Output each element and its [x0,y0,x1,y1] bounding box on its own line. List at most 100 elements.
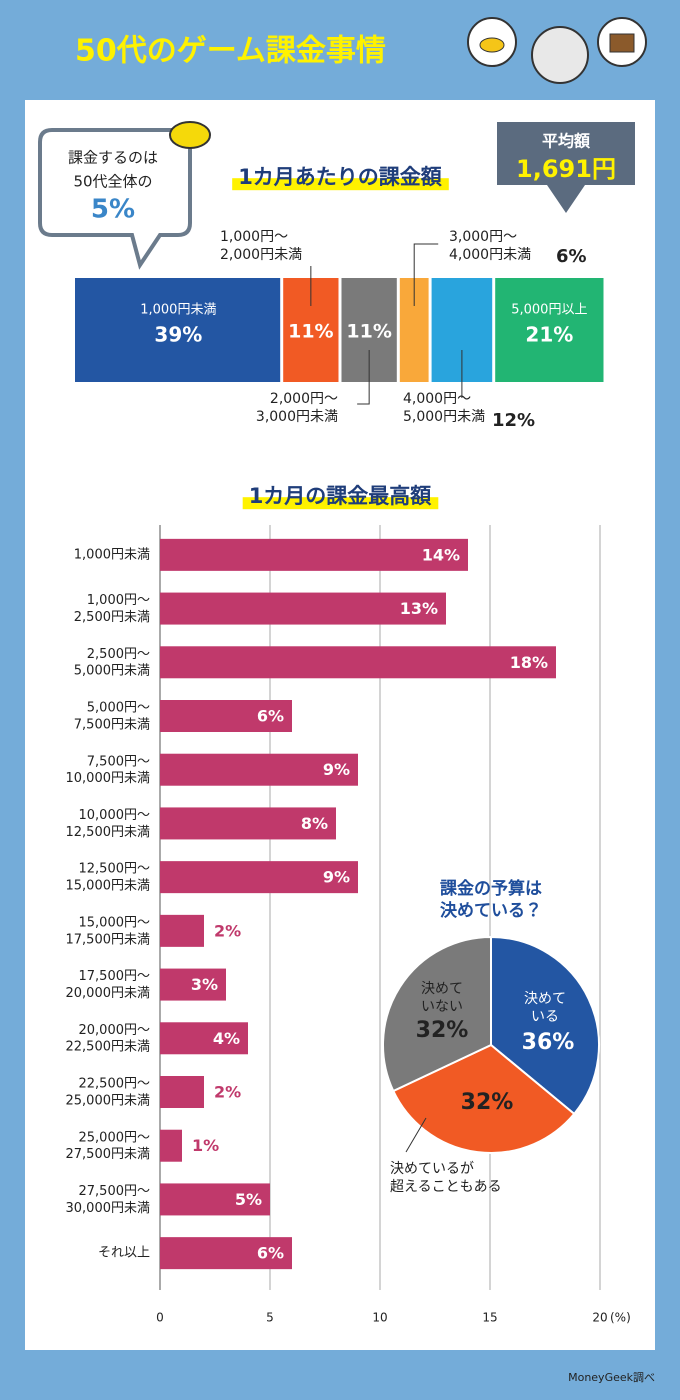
y-tick-label: 20,000円～ 22,500円未満 [66,1022,151,1054]
text-line: 7,500円未満 [74,717,150,732]
x-tick-label: 5 [266,1311,274,1325]
bar [160,1076,204,1108]
bar [160,1237,292,1270]
bar [160,968,226,1001]
segment-value: 12% [492,410,535,431]
title-highlight [232,178,449,191]
segment-value: 11% [346,321,391,343]
value-label: 4% [213,1029,240,1048]
text-line: 5,000円未満 [403,409,485,425]
callout-highlight: 5% [91,195,135,225]
segment-value: 11% [288,321,333,343]
leader-line [413,243,439,306]
y-tick-label: 12,500円～ 15,000円未満 [66,861,151,893]
text-line: 3,000円未満 [256,409,338,425]
slice-name: 決めている [524,991,566,1025]
average-label: 平均額 [542,132,591,151]
y-tick-label: 5,000円～ 7,500円未満 [74,700,150,732]
value-label: 18% [510,653,548,672]
y-tick-label: 25,000円～ 27,500円未満 [66,1130,151,1162]
text-line: 15,000円～ [79,915,151,930]
text-line: いる [531,1009,559,1025]
person-icon [531,26,589,84]
title-highlight [242,497,439,510]
x-tick-label: 15 [482,1311,497,1325]
bar [160,592,446,625]
value-label: 5% [235,1190,262,1209]
average-value: 1,691円 [516,155,616,183]
y-tick-label: 2,500円～ 5,000円未満 [74,646,150,678]
pie-slice [490,935,600,1116]
text-line: 22,500円未満 [66,1039,151,1054]
y-tick-label: 1,000円～ 2,500円未満 [74,593,150,625]
y-tick-label: 17,500円～ 20,000円未満 [66,969,151,1001]
text-line: 1,000円～ [87,593,150,608]
bar [160,1183,270,1216]
text-line: 10,000円未満 [66,771,151,786]
text-line: 1,000円～ [220,229,288,245]
treasure-icon [609,33,635,53]
bar [160,646,556,679]
slice-value: 32% [461,1090,514,1115]
text-line: 4,000円～ [403,391,471,407]
text-line: 課金の予算は [440,878,542,899]
text-line: 3,000円～ [449,229,517,245]
text-line: 4,000円未満 [449,247,531,263]
y-tick-label: 27,500円～ 30,000円未満 [66,1183,151,1215]
text-line: 超えることもある [390,1179,502,1195]
text-line: 5,000円～ [87,700,150,715]
y-tick-label: 15,000円～ 17,500円未満 [66,915,151,947]
y-tick-label: それ以上 [98,1246,150,1261]
value-label: 2% [214,921,241,940]
text-line: 2,500円～ [87,646,150,661]
text-line: 決めて [524,991,566,1007]
text-line: 17,500円未満 [66,932,151,947]
value-label: 6% [257,1244,284,1263]
slice-value: 36% [522,1030,575,1055]
text-line: 5,000円未満 [74,663,150,678]
segment-value: 6% [556,246,587,267]
text-line: 決めているが [390,1161,474,1177]
bar [160,807,336,840]
text-line: 27,500円未満 [66,1147,151,1162]
y-tick-label: 1,000円未満 [74,547,150,562]
segment [75,278,281,382]
slice-value: 32% [416,1018,469,1043]
leader-line [405,1117,427,1153]
slice-name: 決めていない [421,981,463,1015]
pie-slice [391,1043,576,1154]
chart-title: 1カ月あたりの課金額 [238,165,443,189]
value-label: 9% [323,868,350,887]
segment-name: 1,000円未満 [140,303,216,318]
text-line: 22,500円～ [79,1076,151,1091]
value-label: 9% [323,760,350,779]
text-line: 7,500円～ [87,754,150,769]
bar [160,700,292,732]
segment-name: 4,000円～ 5,000円未満 [403,391,485,425]
text-line: 25,000円未満 [66,1093,151,1108]
value-label: 8% [301,814,328,833]
text-line: 20,000円～ [79,1022,151,1037]
segment-name: 3,000円～ 4,000円未満 [449,229,531,263]
segment [495,278,604,382]
text-line: 27,500円～ [79,1183,151,1198]
bar [160,538,468,571]
text-line: 2,000円未満 [220,247,302,263]
bar [160,1129,182,1162]
segment-value: 39% [154,323,202,347]
coin-icon [479,37,505,53]
text-line: いない [421,999,463,1015]
average-box [497,122,635,213]
coin-decoration [169,121,211,149]
value-label: 6% [257,707,284,726]
value-label: 1% [192,1136,219,1155]
source: MoneyGeek調べ [568,1371,655,1384]
callout-text: 課金するのは [68,149,158,167]
segment-name: 2,000円～ 3,000円未満 [256,391,338,425]
text-line: 2,000円～ [270,391,338,407]
y-tick-label: 22,500円～ 25,000円未満 [66,1076,151,1108]
text-line: 決めて [421,981,463,997]
x-tick-label: 20 [592,1311,607,1325]
text-line: 12,500円未満 [66,824,151,839]
chart-title: 1カ月の課金最高額 [249,484,433,508]
